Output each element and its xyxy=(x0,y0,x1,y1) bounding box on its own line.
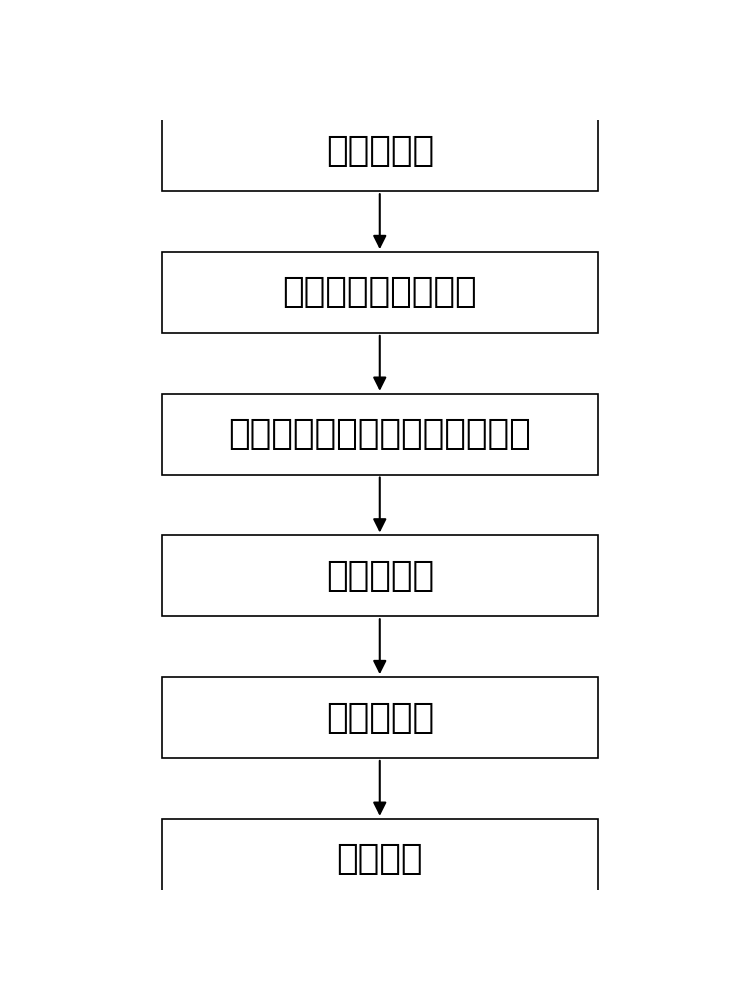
FancyBboxPatch shape xyxy=(162,394,598,475)
FancyBboxPatch shape xyxy=(162,110,598,191)
FancyBboxPatch shape xyxy=(162,535,598,616)
Text: 预感测阶段: 预感测阶段 xyxy=(326,701,433,735)
Text: 均衡化阶段: 均衡化阶段 xyxy=(326,559,433,593)
FancyBboxPatch shape xyxy=(162,677,598,758)
Text: 第一次失调补偿阶段: 第一次失调补偿阶段 xyxy=(282,275,477,309)
FancyBboxPatch shape xyxy=(162,819,598,900)
FancyBboxPatch shape xyxy=(162,252,598,333)
Text: 恢复阶段: 恢复阶段 xyxy=(336,842,423,876)
Text: 预充电阶段: 预充电阶段 xyxy=(326,134,433,168)
Text: 第二次失调补偿及电荷分享阶段: 第二次失调补偿及电荷分享阶段 xyxy=(228,417,531,451)
